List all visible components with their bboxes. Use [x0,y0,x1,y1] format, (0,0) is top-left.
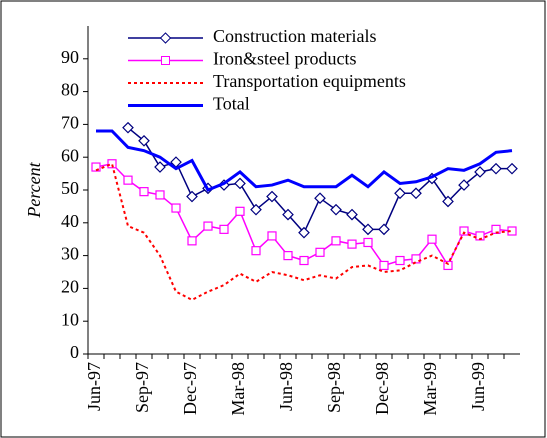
x-tick-label: Dec-97 [180,362,200,415]
point [458,179,470,191]
point [442,195,454,208]
point [506,162,518,175]
x-tick-label: Mar-99 [420,362,440,416]
point [362,223,374,236]
x-tick-label: Jun-97 [84,362,104,411]
point [123,175,133,185]
point [219,224,229,234]
point [314,192,326,205]
point [282,208,294,221]
x-tick-label: Sep-97 [132,362,152,413]
point [410,187,422,200]
x-tick-label: Jun-98 [276,362,296,411]
legend-marker [159,32,172,44]
point [203,221,213,231]
y-tick-label: 0 [70,342,79,362]
point [283,251,293,261]
x-tick-label: Mar-98 [228,362,248,416]
series-line [95,162,513,302]
y-tick-label: 70 [61,113,79,133]
point [363,237,373,248]
point [346,208,358,221]
point [171,203,181,213]
point [474,166,486,178]
point [234,177,246,190]
y-tick-label: 10 [61,309,79,329]
point [251,246,261,256]
point [122,121,134,134]
point [427,234,437,244]
point [235,206,245,216]
point [411,254,421,264]
point [379,260,389,271]
x-tick-label: Jun-99 [468,362,488,411]
point [187,236,197,246]
x-tick-label: Dec-98 [372,362,392,415]
point [107,159,117,169]
point [154,161,166,173]
y-tick-label: 40 [61,211,79,231]
y-axis-label: Percent [24,161,44,218]
legend-label: Iron&steel products [213,49,356,69]
y-tick-label: 80 [61,80,79,100]
legend-marker [161,56,170,65]
point [315,247,325,257]
point [155,190,165,200]
point [298,226,310,239]
point [378,223,390,236]
point [267,231,277,241]
legend-label: Total [213,94,250,114]
point [490,162,502,175]
y-tick-label: 90 [61,47,79,67]
y-tick-label: 50 [61,178,79,198]
point [91,162,101,172]
point [186,190,198,203]
point [139,187,149,197]
point [330,203,342,216]
point [491,224,501,234]
x-tick-label: Sep-98 [324,362,344,413]
y-tick-label: 20 [61,277,79,297]
point [395,255,405,266]
y-tick-label: 30 [61,244,79,264]
point [266,190,278,203]
legend-label: Transportation equipments [213,71,406,91]
point [331,236,341,246]
point [347,239,357,249]
point [394,187,406,200]
point [299,255,309,266]
y-tick-label: 60 [61,145,79,165]
series-line [96,129,513,192]
point [138,134,150,147]
point [443,260,453,271]
point [459,226,469,236]
point [250,203,262,216]
legend-label: Construction materials [213,26,376,46]
